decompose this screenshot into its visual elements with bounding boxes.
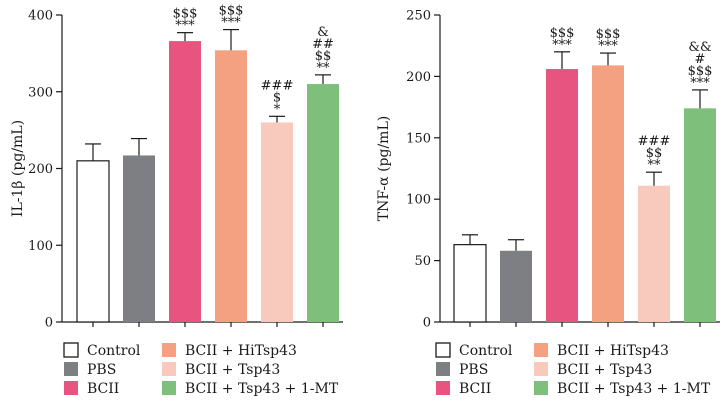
significance-label: #: [695, 52, 706, 67]
significance-label: **: [317, 61, 331, 76]
y-tick-label: 200: [406, 70, 431, 85]
significance-label: $$$: [173, 7, 198, 22]
legend-swatch: [64, 381, 78, 395]
significance-label: ***: [552, 38, 572, 53]
legend-label: Control: [459, 343, 513, 359]
significance-label: $: [273, 90, 281, 105]
legend-label: Control: [87, 343, 141, 359]
y-tick-label: 50: [414, 254, 431, 269]
legend-left: Control PBS BCII BCII + HiTsp43 BCII + Tsp43…: [63, 342, 339, 397]
y-tick-label: 0: [45, 316, 53, 331]
bar-pbs: [123, 155, 155, 322]
y-tick-label: 400: [28, 9, 53, 24]
legend-swatch: [64, 362, 78, 376]
legend-swatch: [534, 362, 548, 376]
significance-label: ***: [175, 19, 195, 34]
significance-label: $$$: [596, 27, 621, 42]
bar-bcii-tsp43: [261, 122, 293, 322]
legend-label: BCII: [459, 381, 491, 397]
y-tick-label: 300: [28, 85, 53, 100]
bar-bcii-hitsp43: [215, 50, 247, 323]
legend-swatch: [436, 381, 450, 395]
significance-label: ###: [638, 134, 671, 149]
bar-pbs: [500, 250, 532, 322]
bar-bcii: [169, 41, 201, 322]
significance-label: $$$: [550, 26, 575, 41]
bar-bcii-hitsp43: [592, 65, 624, 323]
significance-label: &: [317, 25, 329, 40]
legend-label: BCII + Tsp43: [557, 362, 652, 378]
bar-bcii: [546, 69, 578, 322]
bar-control: [453, 244, 487, 323]
legend-label: PBS: [87, 362, 116, 378]
legend-swatch: [63, 342, 79, 358]
legend-label: PBS: [459, 362, 488, 378]
significance-label: $$$: [219, 4, 244, 19]
legend-label: BCII + Tsp43: [185, 362, 280, 378]
significance-label: $$: [315, 49, 332, 64]
legend-swatch: [162, 362, 176, 376]
legend-label: BCII + HiTsp43: [185, 343, 297, 359]
y-tick-label: 100: [406, 193, 431, 208]
legend-swatch: [435, 342, 451, 358]
bar-control: [76, 160, 110, 323]
significance-label: ***: [690, 76, 710, 91]
legend-label: BCII + Tsp43 + 1-MT: [557, 381, 711, 397]
bar-bcii-tsp43-1-mt: [307, 84, 339, 322]
legend-label: BCII + Tsp43 + 1-MT: [185, 381, 339, 397]
bar-bcii-tsp43-1-mt: [684, 108, 716, 322]
significance-label: **: [648, 158, 662, 173]
significance-label: $$: [646, 146, 663, 161]
legend-swatch: [162, 381, 176, 395]
significance-label: ***: [221, 16, 241, 31]
significance-label: ##: [312, 37, 334, 52]
significance-label: *: [274, 102, 281, 117]
legend-label: BCII: [87, 381, 119, 397]
significance-label: &&: [688, 40, 711, 55]
y-axis-label: TNF-α (pg/mL): [376, 116, 392, 221]
significance-label: ###: [261, 78, 294, 93]
legend-label: BCII + HiTsp43: [557, 343, 669, 359]
legend-swatch: [436, 362, 450, 376]
legend-swatch: [534, 381, 548, 395]
y-tick-label: 0: [423, 316, 431, 331]
y-tick-label: 200: [28, 162, 53, 177]
significance-label: $$$: [688, 64, 713, 79]
bar-bcii-tsp43: [638, 185, 670, 322]
legend-swatch: [162, 343, 176, 357]
y-tick-label: 100: [28, 239, 53, 254]
legend-right: Control PBS BCII BCII + HiTsp43 BCII + Tsp43…: [435, 342, 711, 397]
significance-label: ***: [598, 39, 618, 54]
y-tick-label: 250: [406, 9, 431, 24]
y-axis-label: IL-1β (pg/mL): [10, 120, 26, 217]
y-tick-label: 150: [406, 131, 431, 146]
legend-swatch: [534, 343, 548, 357]
